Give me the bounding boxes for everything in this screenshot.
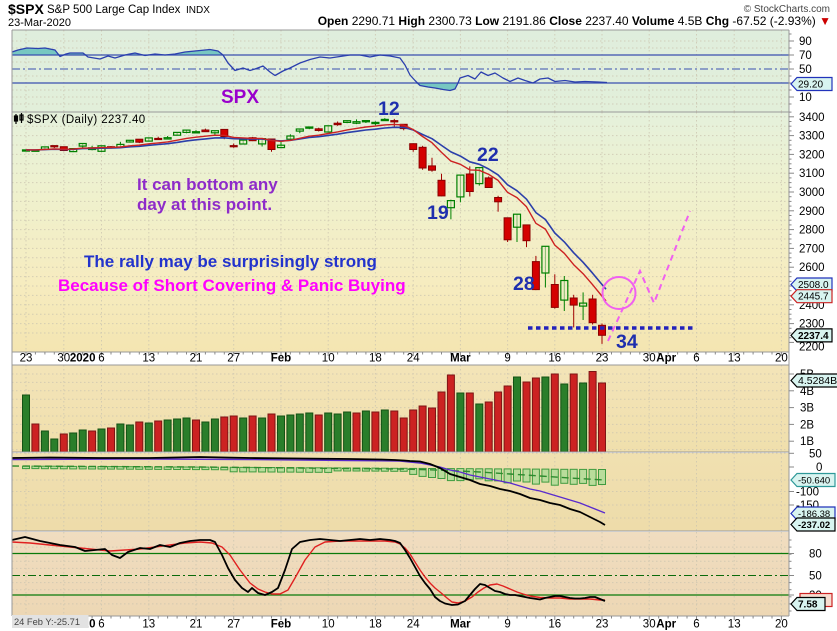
svg-text:10: 10 <box>322 353 335 365</box>
svg-text:9: 9 <box>504 353 510 365</box>
svg-text:23-Mar-2020: 23-Mar-2020 <box>8 17 71 29</box>
svg-text:7.58: 7.58 <box>798 600 818 611</box>
svg-text:2200: 2200 <box>799 342 825 354</box>
svg-text:9: 9 <box>504 619 510 631</box>
svg-text:$SPX: $SPX <box>8 1 44 17</box>
svg-text:24: 24 <box>407 353 420 365</box>
svg-text:80: 80 <box>809 549 822 561</box>
svg-text:2508.0: 2508.0 <box>798 280 829 291</box>
svg-text:12: 12 <box>378 98 400 120</box>
svg-text:© StockCharts.com: © StockCharts.com <box>744 4 830 15</box>
svg-text:34: 34 <box>616 331 638 353</box>
svg-text:Feb: Feb <box>271 619 291 631</box>
svg-text:Mar: Mar <box>450 619 471 631</box>
svg-text:21: 21 <box>190 353 203 365</box>
svg-text:21: 21 <box>190 619 203 631</box>
svg-text:2020: 2020 <box>70 353 96 365</box>
svg-text:6: 6 <box>693 353 699 365</box>
svg-text:It can bottom any: It can bottom any <box>137 175 278 194</box>
svg-text:18: 18 <box>369 353 382 365</box>
svg-text:3100: 3100 <box>799 168 825 180</box>
svg-text:23: 23 <box>596 353 609 365</box>
svg-text:4B: 4B <box>800 386 814 398</box>
svg-text:23: 23 <box>20 353 33 365</box>
svg-text:6: 6 <box>98 619 104 631</box>
svg-text:S&P 500 Large Cap Index: S&P 500 Large Cap Index <box>47 4 181 16</box>
svg-text:0: 0 <box>816 462 822 474</box>
svg-text:$SPX (Daily) 2237.40: $SPX (Daily) 2237.40 <box>27 114 146 126</box>
svg-text:29.20: 29.20 <box>798 80 823 91</box>
svg-text:-237.02: -237.02 <box>798 520 830 531</box>
svg-text:16: 16 <box>548 619 561 631</box>
svg-text:1B: 1B <box>800 436 814 448</box>
svg-text:23: 23 <box>596 619 609 631</box>
svg-text:30: 30 <box>57 353 70 365</box>
svg-text:2900: 2900 <box>799 206 825 218</box>
svg-text:50: 50 <box>809 571 822 583</box>
svg-text:3400: 3400 <box>799 112 825 124</box>
svg-text:18: 18 <box>369 619 382 631</box>
svg-text:20: 20 <box>775 353 788 365</box>
svg-text:13: 13 <box>142 619 155 631</box>
svg-text:Mar: Mar <box>450 353 471 365</box>
svg-text:2700: 2700 <box>799 243 825 255</box>
svg-text:10: 10 <box>322 619 335 631</box>
svg-text:2600: 2600 <box>799 262 825 274</box>
svg-text:6: 6 <box>98 353 104 365</box>
svg-text:20: 20 <box>775 619 788 631</box>
svg-text:13: 13 <box>142 353 155 365</box>
svg-text:3000: 3000 <box>799 187 825 199</box>
svg-text:27: 27 <box>227 619 240 631</box>
svg-text:6: 6 <box>693 619 699 631</box>
svg-text:13: 13 <box>728 619 741 631</box>
svg-text:24: 24 <box>407 619 420 631</box>
svg-text:70: 70 <box>799 50 812 62</box>
svg-text:10: 10 <box>799 92 812 104</box>
svg-text:Because of Short Covering & Pa: Because of Short Covering & Panic Buying <box>58 276 406 295</box>
svg-text:16: 16 <box>548 353 561 365</box>
svg-text:27: 27 <box>227 353 240 365</box>
svg-text:day at this point.: day at this point. <box>137 195 272 214</box>
svg-text:2237.4: 2237.4 <box>798 331 829 342</box>
svg-text:SPX: SPX <box>221 87 259 108</box>
svg-text:-186.38: -186.38 <box>798 509 830 520</box>
svg-text:The rally may be surprisingly: The rally may be surprisingly strong <box>84 252 377 271</box>
svg-text:24 Feb Y:-25.71: 24 Feb Y:-25.71 <box>14 617 80 627</box>
svg-text:Apr: Apr <box>656 619 676 631</box>
svg-text:19: 19 <box>427 202 449 224</box>
svg-text:13: 13 <box>728 353 741 365</box>
svg-text:2800: 2800 <box>799 225 825 237</box>
svg-text:3B: 3B <box>800 403 814 415</box>
svg-text:-50.640: -50.640 <box>798 476 830 487</box>
svg-text:2445.7: 2445.7 <box>798 292 829 303</box>
svg-text:2300: 2300 <box>799 319 825 331</box>
svg-text:2B: 2B <box>800 419 814 431</box>
svg-text:Apr: Apr <box>656 353 676 365</box>
svg-text:3200: 3200 <box>799 149 825 161</box>
svg-text:INDX: INDX <box>186 5 210 16</box>
svg-text:28: 28 <box>513 273 535 295</box>
svg-text:-100: -100 <box>796 487 819 499</box>
svg-text:3300: 3300 <box>799 131 825 143</box>
svg-text:30: 30 <box>643 353 656 365</box>
svg-text:50: 50 <box>799 64 812 76</box>
svg-text:50: 50 <box>809 448 822 460</box>
svg-text:Open 2290.71 High 2300.73 Low: Open 2290.71 High 2300.73 Low 2191.86 Cl… <box>318 14 831 28</box>
svg-text:Feb: Feb <box>271 353 291 365</box>
svg-text:30: 30 <box>643 619 656 631</box>
svg-text:4.5284B: 4.5284B <box>798 375 837 387</box>
svg-text:22: 22 <box>477 144 499 166</box>
svg-text:90: 90 <box>799 36 812 48</box>
